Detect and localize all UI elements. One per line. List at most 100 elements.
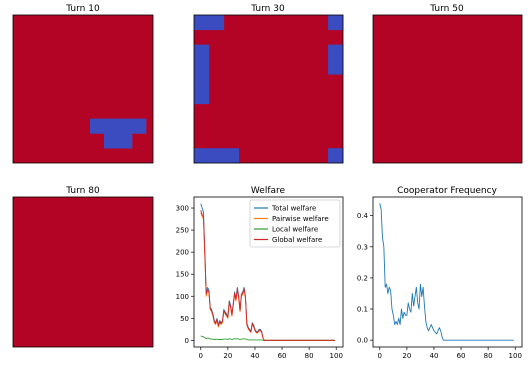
cooperator-cell [216,22,225,31]
cooperator-cell [139,118,147,127]
cooperator-cell [104,140,112,149]
cooperator-cell [194,148,202,156]
axes: 0 20 40 60 80 100 0.0 0.1 0.2 0.3 0.4 [357,212,522,360]
x-tick-label: 20 [223,352,232,360]
grid-frame [12,196,154,348]
cooperator-cell [328,15,336,23]
grid-title: Turn 80 [65,186,100,196]
y-tick-label: 0 [185,337,189,345]
cooperator-cell [194,15,202,23]
grid-title: Turn 30 [250,4,285,14]
cooperator-cell [208,148,217,156]
legend-box [249,199,341,248]
y-tick-label: 200 [176,249,189,257]
cooperator-cell [194,74,202,82]
cooperator-cell [125,133,133,142]
series-line-cooperator-frequency [379,203,514,341]
cooperator-cell [216,148,225,156]
series-line-local-welfare [200,335,335,341]
x-tick-label: 40 [429,352,438,360]
x-tick-label: 40 [250,352,259,360]
cooperator-cell [111,118,119,127]
cooperator-cell [328,52,336,60]
cooperator-cell [231,155,239,164]
cooperator-cell [335,15,344,23]
defector-background [373,15,522,163]
grid-panel-turn-10: Turn 10 [12,4,154,164]
grid-panel-turn-30: Turn 30 [193,4,344,164]
cooperator-cell [201,15,210,23]
series-line-global-welfare [200,210,335,341]
cooperator-cell [201,89,210,97]
cooperator-cell [194,52,202,60]
cooperator-cell [201,96,210,105]
plot-frame [372,196,523,348]
y-tick-label: 0.0 [357,337,368,345]
axes: 0 20 40 60 80 100 0 50 100 150 200 250 300 [176,205,343,360]
x-tick-label: 80 [305,352,314,360]
cooperator-cell [335,59,344,68]
cooperator-cell [194,66,202,75]
cooperator-cell [335,22,344,31]
cooperator-cell [125,118,133,127]
cooperator-cell [201,66,210,75]
x-tick-label: 0 [199,352,203,360]
grid-cells [13,197,153,347]
cooperator-cell [118,126,126,134]
cooperator-cell [111,126,119,134]
defector-background [13,197,153,347]
cooperator-cell [201,155,210,164]
grid-frame [372,14,523,164]
grid-cells [373,15,522,163]
legend: Total welfare Pairwise welfare Local welfa… [249,199,341,248]
cooperator-cell [194,81,202,90]
cooperator-cell [335,148,344,156]
cooperator-cell [328,66,336,75]
cooperator-cell [335,66,344,75]
grid-frame [193,14,344,164]
cooperator-cell [194,89,202,97]
cooperator-cell [201,22,210,31]
cooperator-cell [118,118,126,127]
cooperator-cell [139,126,147,134]
y-tick-label: 250 [176,227,189,235]
x-tick-label: 60 [457,352,466,360]
grid-title: Turn 50 [429,4,464,14]
grid-panel-turn-80: Turn 80 [12,186,154,348]
grid-cells [194,15,344,164]
cooperator-cell [223,148,232,156]
cooperator-cell [328,59,336,68]
y-tick-label: 0.1 [357,306,368,314]
cooperator-cell [208,155,217,164]
y-tick-label: 100 [176,293,189,301]
y-tick-label: 0.4 [357,212,369,220]
cooperator-cell [335,52,344,60]
cooperator-cell [208,22,217,31]
legend-label: Total welfare [271,205,316,213]
cooperator-cell [201,74,210,82]
legend-label: Local welfare [272,226,318,234]
y-tick-label: 0.3 [357,243,368,251]
cooperator-cell [216,155,225,164]
cooperator-cell [194,22,202,31]
legend-label: Global welfare [272,236,322,244]
cooperator-cell [216,15,225,23]
x-tick-label: 100 [330,352,343,360]
cooperator-cell [201,52,210,60]
chart-title: Welfare [251,186,286,196]
cooperator-cell [194,59,202,68]
x-tick-label: 0 [378,352,382,360]
x-tick-label: 60 [278,352,287,360]
cooperator-cell [125,140,133,149]
cooperator-cell [201,44,210,53]
x-tick-label: 20 [402,352,411,360]
cooperator-cell [104,126,112,134]
cooperator-cell [201,148,210,156]
welfare-chart: Welfare 0 20 40 60 80 100 0 50 100 150 200 250 300 T… [176,186,344,360]
cooperator-cell [118,133,126,142]
cooperator-cell [97,126,105,134]
cooperator-cell [104,133,112,142]
y-tick-label: 50 [180,315,189,323]
cooperator-cell [111,133,119,142]
